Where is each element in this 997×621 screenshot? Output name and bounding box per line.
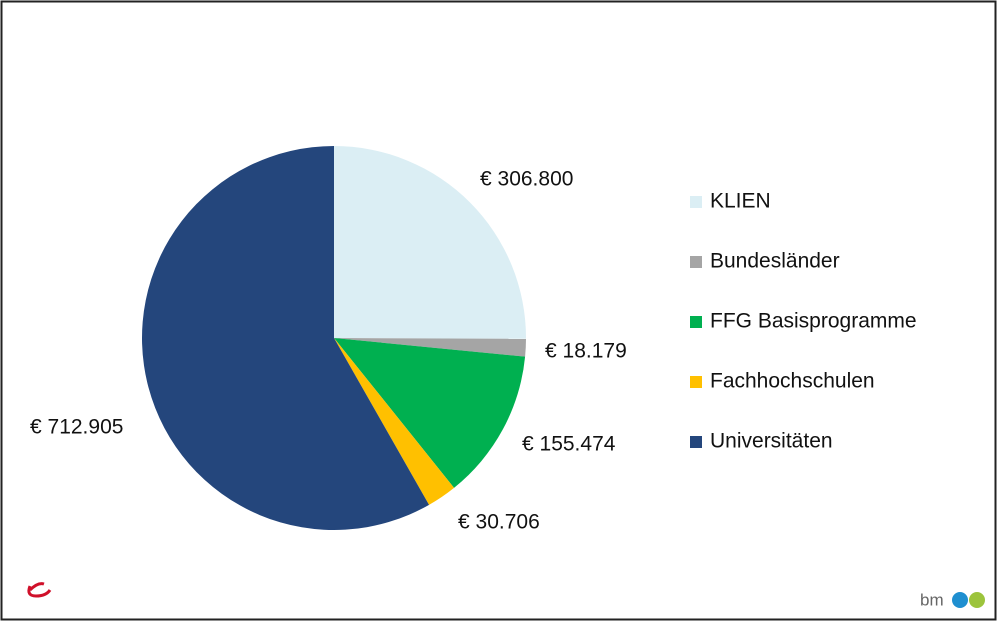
- data-label: € 712.905: [30, 416, 123, 439]
- legend-label: Fachhochschulen: [710, 370, 875, 393]
- legend-label: KLIEN: [710, 190, 771, 213]
- data-label: € 18.179: [545, 340, 627, 363]
- right-logo-mark: [952, 592, 968, 608]
- legend-label: Bundesländer: [710, 250, 840, 273]
- right-logo-text: bm: [920, 590, 944, 609]
- legend-label: FFG Basisprogramme: [710, 310, 917, 333]
- legend-swatch: [690, 436, 702, 448]
- legend-swatch: [690, 316, 702, 328]
- pie-slice: [334, 338, 455, 505]
- legend-swatch: [690, 376, 702, 388]
- pie-slice: [334, 338, 526, 357]
- pie-slice: [334, 146, 526, 339]
- legend-label: Universitäten: [710, 430, 833, 453]
- pie-slice: [334, 338, 526, 488]
- left-logo: [27, 582, 52, 598]
- legend-swatch: [690, 196, 702, 208]
- data-label: € 30.706: [458, 511, 540, 534]
- data-label: € 306.800: [480, 168, 573, 191]
- legend-swatch: [690, 256, 702, 268]
- pie-slice: [142, 146, 430, 530]
- right-logo-mark: [969, 592, 985, 608]
- data-label: € 155.474: [522, 433, 616, 456]
